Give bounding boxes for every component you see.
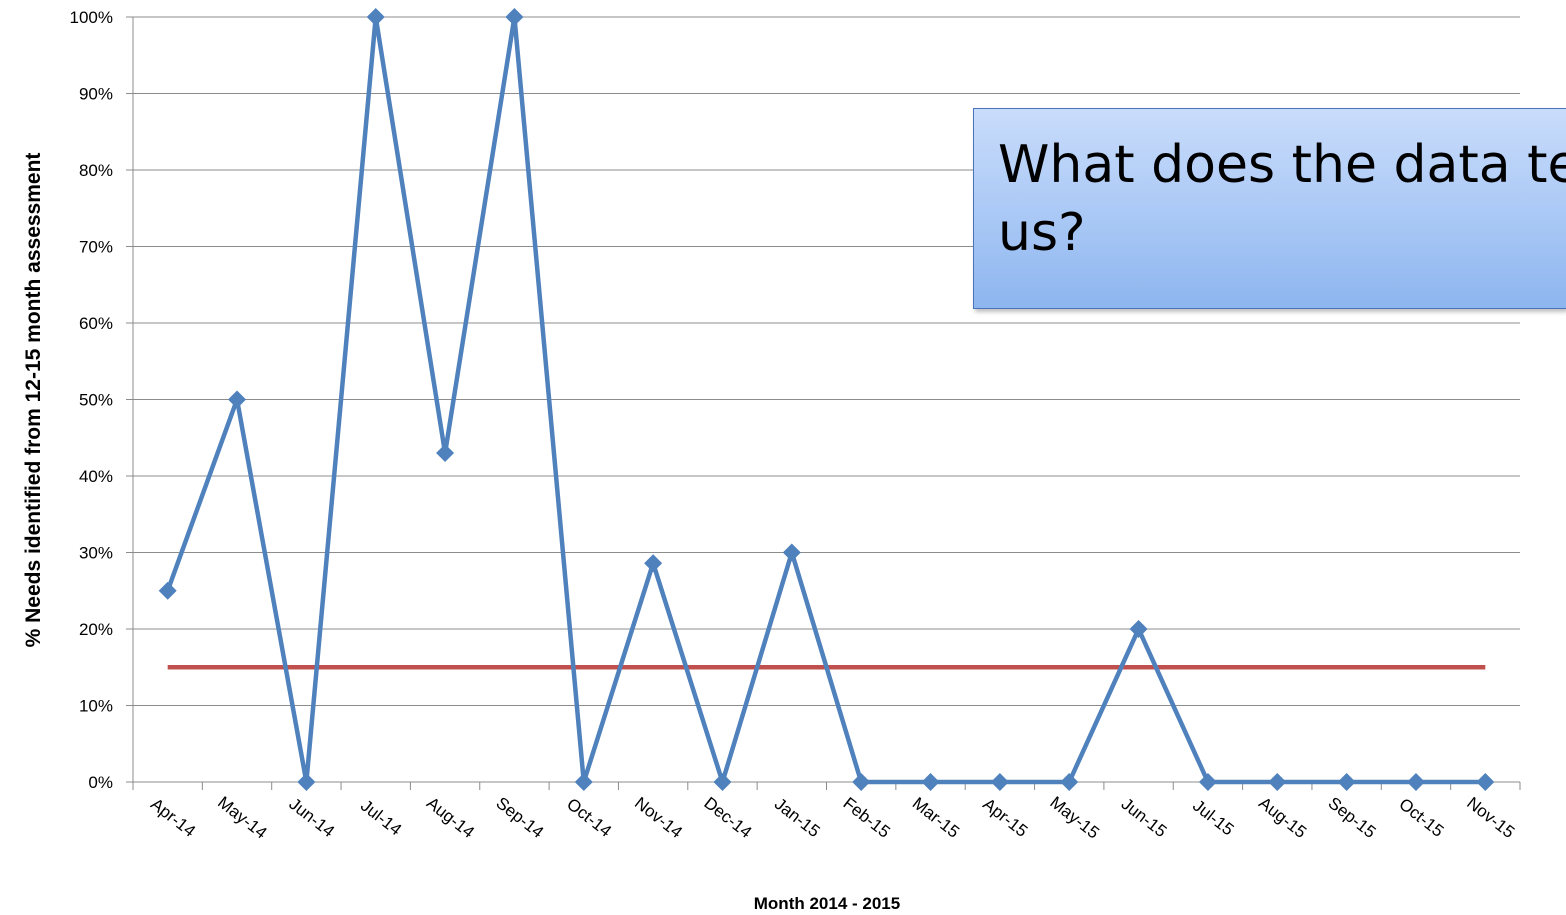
gridlines [133, 16, 1520, 706]
x-tick-label: Aug-14 [423, 793, 478, 842]
y-tick-label: 20% [79, 620, 113, 639]
data-point [713, 773, 732, 791]
data-point [1198, 773, 1217, 791]
y-axis-label: % Needs identified from 12-15 month asse… [22, 153, 45, 648]
x-tick-label: Jul-14 [357, 796, 405, 839]
x-tick-label: Jan-15 [771, 794, 824, 841]
x-tick-label: Nov-15 [1463, 793, 1518, 842]
x-tick-label: Jun-15 [1118, 794, 1171, 841]
x-tick-label: Dec-14 [700, 793, 755, 842]
x-tick-label: Oct-14 [563, 794, 615, 840]
x-tick-label: Apr-15 [979, 794, 1031, 840]
x-tick-label: Apr-14 [147, 794, 199, 840]
y-tick-label: 0% [88, 773, 113, 792]
y-tick-label: 60% [79, 314, 113, 333]
callout-text: What does the data tell us? [998, 135, 1566, 263]
data-point [505, 8, 524, 26]
x-tick-label: Oct-15 [1395, 794, 1447, 840]
x-tick-label: Mar-15 [909, 794, 963, 842]
y-tick-label: 80% [79, 161, 113, 180]
y-tick-labels: 0% 10% 20% 30% 40% 50% 60% 70% 80% 90% 100% [70, 8, 113, 792]
data-point [921, 773, 940, 791]
series-group [158, 8, 1495, 791]
x-tick-label: Jun-14 [285, 794, 338, 841]
x-tick-labels: Apr-14 May-14 Jun-14 Jul-14 Aug-14 Sep-14 Oct-… [147, 793, 1518, 843]
x-tick-label: Jul-15 [1189, 796, 1237, 839]
data-point [1337, 773, 1356, 791]
y-tick-label: 10% [79, 697, 113, 716]
x-tick-label: May-14 [214, 793, 270, 843]
y-tick-label: 40% [79, 467, 113, 486]
data-point [1476, 773, 1495, 791]
data-point [644, 554, 663, 573]
x-tick-label: Nov-14 [631, 793, 686, 842]
data-point [990, 773, 1009, 791]
data-point [1406, 773, 1425, 791]
y-tick-label: 50% [79, 391, 113, 410]
data-point [158, 581, 177, 600]
y-tick-label: 90% [79, 85, 113, 104]
data-point [574, 773, 593, 791]
data-point [1129, 620, 1148, 638]
data-point [228, 390, 247, 409]
x-tick-label: May-15 [1046, 793, 1102, 843]
callout-box: What does the data tell us? [973, 108, 1566, 309]
x-tick-label: Sep-14 [492, 793, 547, 842]
data-point [852, 773, 871, 791]
data-point [1060, 773, 1079, 791]
data-point [366, 8, 385, 26]
x-tick-label: Aug-15 [1255, 793, 1310, 842]
y-tick-label: 30% [79, 544, 113, 563]
x-axis-label: Month 2014 - 2015 [754, 894, 900, 913]
y-tick-label: 100% [70, 8, 113, 27]
data-point [297, 773, 316, 791]
y-tick-label: 70% [79, 238, 113, 257]
x-tick-label: Feb-15 [839, 794, 893, 842]
x-tick-label: Sep-15 [1325, 793, 1380, 842]
data-point [782, 543, 801, 562]
series-line [165, 14, 1486, 785]
data-point [436, 444, 455, 463]
data-point [1268, 773, 1287, 791]
